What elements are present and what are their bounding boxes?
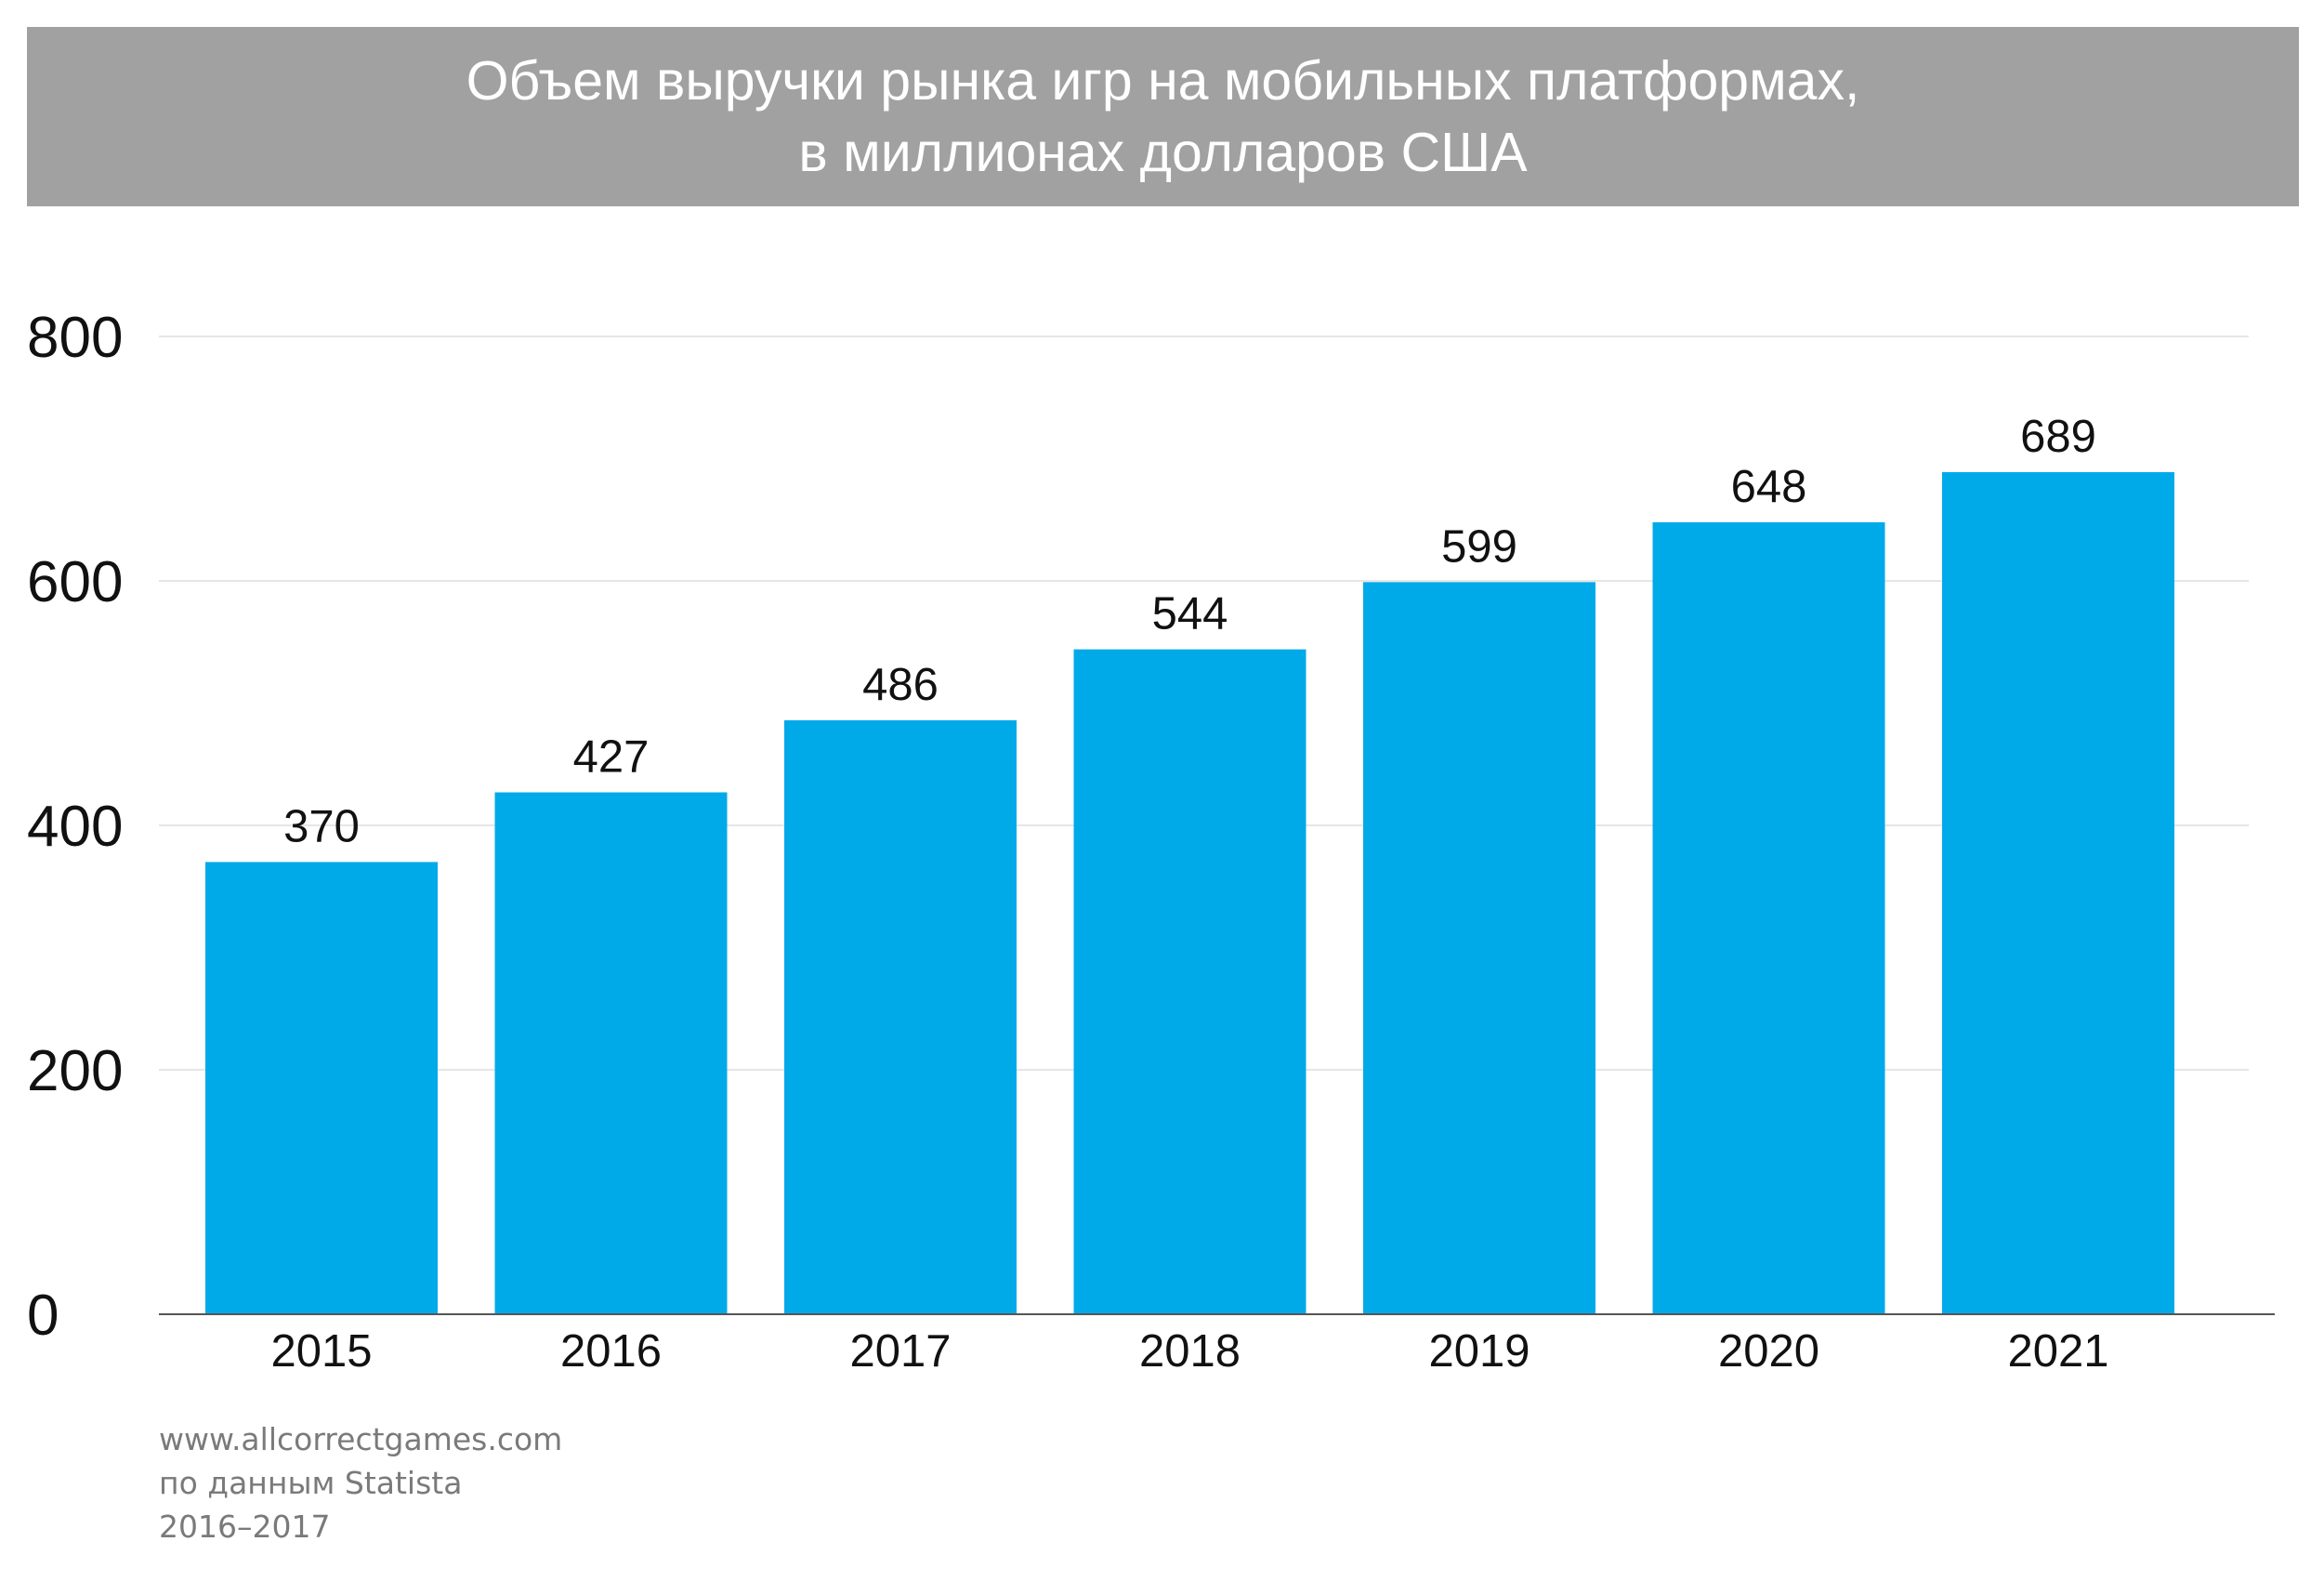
source-url: www.allcorrectgames.com xyxy=(159,1421,563,1457)
y-tick-label: 800 xyxy=(27,306,123,370)
x-tick-label: 2020 xyxy=(1718,1326,1819,1377)
data-label: 370 xyxy=(283,801,360,851)
bar xyxy=(784,719,1017,1314)
bar xyxy=(1942,471,2174,1315)
data-label: 486 xyxy=(862,660,939,710)
data-label: 599 xyxy=(1441,521,1517,572)
x-tick-label: 2021 xyxy=(2007,1326,2108,1377)
y-tick-label: 400 xyxy=(27,795,123,859)
bar xyxy=(1073,649,1306,1314)
x-tick-label: 2019 xyxy=(1428,1326,1530,1377)
chart-title-line-2: в миллионах долларов США xyxy=(798,121,1528,183)
x-tick-label: 2018 xyxy=(1139,1326,1241,1377)
bar xyxy=(205,862,438,1314)
x-tick-label: 2017 xyxy=(849,1326,951,1377)
data-label: 689 xyxy=(2020,412,2096,462)
chart-title-line-1: Объем выручки рынка игр на мобильных пла… xyxy=(466,49,1860,112)
data-label: 544 xyxy=(1152,589,1228,639)
y-tick-label: 0 xyxy=(27,1284,59,1348)
y-tick-label: 200 xyxy=(27,1039,123,1103)
chart-title-band: Объем выручки рынка игр на мобильных пла… xyxy=(27,27,2299,206)
source-years: 2016–2017 xyxy=(159,1509,331,1545)
bar xyxy=(1363,582,1595,1314)
data-label: 427 xyxy=(573,731,650,782)
x-tick-label: 2016 xyxy=(560,1326,662,1377)
data-label: 648 xyxy=(1731,462,1807,512)
y-tick-label: 600 xyxy=(27,550,123,614)
source-attribution: по данным Statista xyxy=(159,1465,463,1501)
source-note: www.allcorrectgames.com по данным Statis… xyxy=(159,1417,562,1548)
bar xyxy=(494,792,728,1314)
bar xyxy=(1652,521,1885,1314)
x-tick-label: 2015 xyxy=(270,1326,372,1377)
